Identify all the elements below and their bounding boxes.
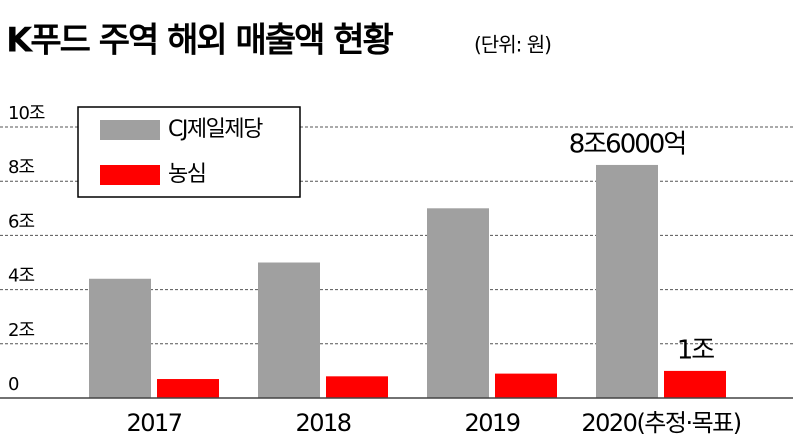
legend-label: 농심 <box>168 162 205 187</box>
chart-subtitle: (단위: 원) <box>474 33 551 57</box>
bar <box>495 373 557 398</box>
y-tick-label: 4조 <box>8 266 34 287</box>
y-tick-label: 6조 <box>8 211 34 232</box>
bar <box>89 278 151 398</box>
bar <box>326 376 388 398</box>
bar <box>427 208 489 398</box>
x-tick-label: 2018 <box>295 409 350 437</box>
y-tick-label: 2조 <box>8 320 34 341</box>
y-tick-label: 0 <box>8 374 19 395</box>
chart-title: K푸드 주역 해외 매출액 현황 <box>6 21 393 61</box>
legend-swatch <box>100 120 160 140</box>
x-tick-label: 2020(추정·목표) <box>581 409 740 437</box>
y-tick-label: 10조 <box>8 103 45 124</box>
value-label: 1조 <box>677 335 715 365</box>
value-label: 8조6000억 <box>569 129 686 159</box>
bar <box>664 370 726 398</box>
x-tick-label: 2019 <box>464 409 519 437</box>
bar <box>258 262 320 398</box>
y-tick-label: 8조 <box>8 157 34 178</box>
legend-label: CJ제일제당 <box>168 117 263 142</box>
x-tick-label: 2017 <box>126 409 181 437</box>
bar <box>157 379 219 398</box>
legend-swatch <box>100 165 160 185</box>
bar <box>596 164 658 398</box>
